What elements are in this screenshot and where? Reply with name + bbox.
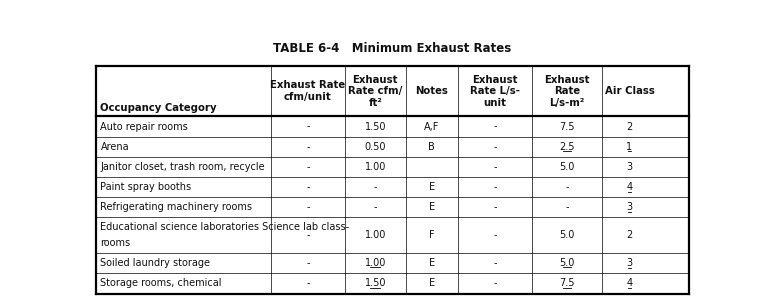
Text: -: - <box>306 142 309 152</box>
Text: -: - <box>493 258 496 268</box>
Text: -: - <box>493 162 496 172</box>
Text: 4: 4 <box>627 278 633 289</box>
Text: 3: 3 <box>627 162 633 172</box>
Text: 7.5: 7.5 <box>559 278 574 289</box>
Text: Auto repair rooms: Auto repair rooms <box>100 122 188 131</box>
Text: 1.00: 1.00 <box>365 258 386 268</box>
Text: Refrigerating machinery rooms: Refrigerating machinery rooms <box>100 202 253 212</box>
Text: 4: 4 <box>627 182 633 192</box>
Text: Occupancy Category: Occupancy Category <box>100 103 217 113</box>
Text: 5.0: 5.0 <box>559 162 574 172</box>
Text: Exhaust
Rate
L/s-m²: Exhaust Rate L/s-m² <box>545 75 590 108</box>
Text: E: E <box>429 278 435 289</box>
Text: Janitor closet, trash room, recycle: Janitor closet, trash room, recycle <box>100 162 265 172</box>
Text: -: - <box>374 202 377 212</box>
Text: -: - <box>306 122 309 131</box>
Text: -: - <box>493 278 496 289</box>
Text: -: - <box>493 202 496 212</box>
Text: B: B <box>428 142 435 152</box>
Text: TABLE 6-4   Minimum Exhaust Rates: TABLE 6-4 Minimum Exhaust Rates <box>273 42 512 56</box>
Text: Paint spray booths: Paint spray booths <box>100 182 192 192</box>
Text: -: - <box>374 182 377 192</box>
Text: Educational science laboratories Science lab class-: Educational science laboratories Science… <box>100 222 349 232</box>
Text: 2: 2 <box>627 122 633 131</box>
Text: 1: 1 <box>627 142 633 152</box>
Text: -: - <box>493 230 496 240</box>
Text: Storage rooms, chemical: Storage rooms, chemical <box>100 278 222 289</box>
Text: 2: 2 <box>627 230 633 240</box>
Text: 7.5: 7.5 <box>559 122 574 131</box>
Text: -: - <box>565 182 569 192</box>
Text: 5.0: 5.0 <box>559 230 574 240</box>
Text: -: - <box>306 182 309 192</box>
Text: 3: 3 <box>627 202 633 212</box>
Text: Arena: Arena <box>100 142 129 152</box>
Text: 1.00: 1.00 <box>365 230 386 240</box>
Text: 1.50: 1.50 <box>365 122 386 131</box>
Text: -: - <box>306 258 309 268</box>
Text: 0.50: 0.50 <box>365 142 386 152</box>
Text: 3: 3 <box>627 258 633 268</box>
Text: 5.0: 5.0 <box>559 258 574 268</box>
Text: Notes: Notes <box>415 86 448 96</box>
Text: -: - <box>306 162 309 172</box>
Text: -: - <box>493 142 496 152</box>
Text: E: E <box>429 182 435 192</box>
Text: -: - <box>493 122 496 131</box>
Text: -: - <box>306 230 309 240</box>
Text: E: E <box>429 202 435 212</box>
Text: rooms: rooms <box>100 238 131 248</box>
Text: F: F <box>429 230 434 240</box>
Text: Exhaust
Rate L/s-
unit: Exhaust Rate L/s- unit <box>470 75 520 108</box>
Text: 2.5: 2.5 <box>559 142 574 152</box>
Text: -: - <box>565 202 569 212</box>
Text: E: E <box>429 258 435 268</box>
Text: 1.50: 1.50 <box>365 278 386 289</box>
Text: -: - <box>306 202 309 212</box>
Text: Soiled laundry storage: Soiled laundry storage <box>100 258 211 268</box>
Text: -: - <box>306 278 309 289</box>
Text: Air Class: Air Class <box>604 86 654 96</box>
Text: Exhaust
Rate cfm/
ft²: Exhaust Rate cfm/ ft² <box>349 75 403 108</box>
Text: 1.00: 1.00 <box>365 162 386 172</box>
Text: Exhaust Rate
cfm/unit: Exhaust Rate cfm/unit <box>270 81 345 102</box>
Text: -: - <box>493 182 496 192</box>
Text: A,F: A,F <box>424 122 440 131</box>
